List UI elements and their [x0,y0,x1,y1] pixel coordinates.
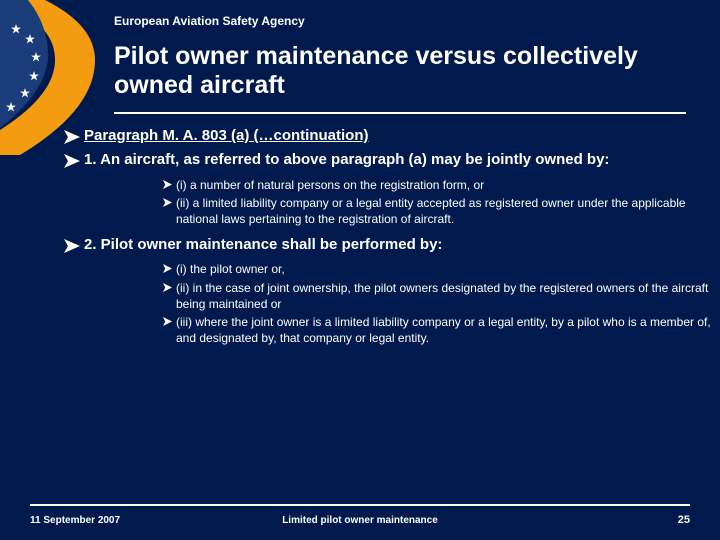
sub-text: (ii) in the case of joint ownership, the… [176,280,718,312]
footer-divider [30,504,690,506]
sub-text: (i) the pilot owner or, [176,261,285,277]
sublist-2: (i) the pilot owner or, (ii) in the case… [158,261,718,346]
sub-item: (ii) a limited liability company or a le… [158,195,718,227]
bullet-1-text: Paragraph M. A. 803 (a) (…continuation) [84,126,368,146]
sub-item: (i) the pilot owner or, [158,261,718,277]
page-number: 25 [678,514,690,526]
sub-item: (iii) where the joint owner is a limited… [158,314,718,346]
sub-item: (ii) in the case of joint ownership, the… [158,280,718,312]
arrow-icon [60,150,84,168]
agency-name: European Aviation Safety Agency [114,14,305,28]
sub-text: (iii) where the joint owner is a limited… [176,314,718,346]
title-divider [114,112,686,114]
arrow-small-icon [158,314,176,326]
content-area: Paragraph M. A. 803 (a) (…continuation) … [60,126,690,354]
arrow-small-icon [158,177,176,189]
bullet-2-text: 1. An aircraft, as referred to above par… [84,150,609,170]
arrow-small-icon [158,195,176,207]
arrow-icon [60,126,84,144]
arrow-small-icon [158,280,176,292]
bullet-2: 1. An aircraft, as referred to above par… [60,150,690,170]
sub-text: (i) a number of natural persons on the r… [176,177,484,193]
footer-title: Limited pilot owner maintenance [0,515,720,526]
arrow-icon [60,235,84,253]
slide-title: Pilot owner maintenance versus collectiv… [114,42,684,100]
bullet-1: Paragraph M. A. 803 (a) (…continuation) [60,126,690,146]
sub-text: (ii) a limited liability company or a le… [176,195,718,227]
bullet-3: 2. Pilot owner maintenance shall be perf… [60,235,690,255]
bullet-3-text: 2. Pilot owner maintenance shall be perf… [84,235,442,255]
arrow-small-icon [158,261,176,273]
sublist-1: (i) a number of natural persons on the r… [158,177,718,228]
sub-item: (i) a number of natural persons on the r… [158,177,718,193]
